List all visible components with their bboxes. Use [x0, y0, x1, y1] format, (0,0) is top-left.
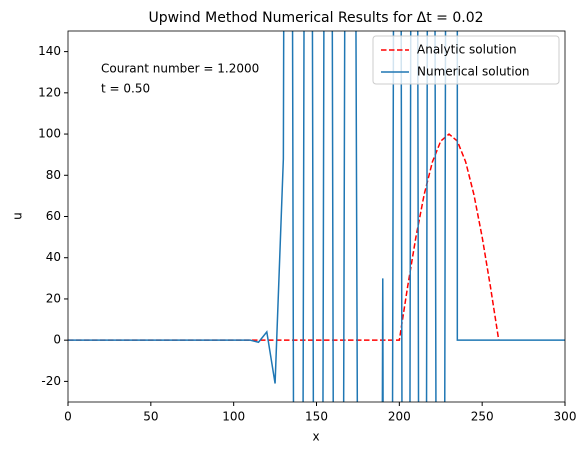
x-axis-label: x	[312, 430, 319, 444]
y-tick-label: -20	[41, 374, 61, 388]
x-tick-label: 250	[471, 410, 494, 424]
plot-area	[68, 31, 565, 402]
data-line	[68, 31, 565, 402]
x-tick-label: 0	[64, 410, 72, 424]
y-tick-label: 40	[46, 250, 61, 264]
legend-label: Numerical solution	[417, 65, 530, 79]
plot-frame	[67, 30, 566, 403]
y-tick-label: 80	[46, 168, 61, 182]
annotation: Courant number = 1.2000	[101, 62, 259, 76]
y-axis-label: u	[11, 212, 25, 220]
y-tick-label: 0	[53, 333, 61, 347]
x-tick-label: 50	[143, 410, 158, 424]
legend-label: Analytic solution	[417, 43, 517, 57]
y-tick-label: 140	[38, 44, 61, 58]
chart-title: Upwind Method Numerical Results for Δt =…	[148, 10, 483, 26]
legend-box	[372, 35, 560, 85]
y-tick-label: 20	[46, 291, 61, 305]
y-tick-label: 100	[38, 127, 61, 141]
y-tick-label: 120	[38, 85, 61, 99]
y-tick-label: 60	[46, 209, 61, 223]
x-tick-label: 100	[222, 410, 245, 424]
x-tick-label: 200	[388, 410, 411, 424]
x-tick-label: 300	[554, 410, 577, 424]
annotation: t = 0.50	[101, 82, 150, 96]
x-tick-label: 150	[305, 410, 328, 424]
